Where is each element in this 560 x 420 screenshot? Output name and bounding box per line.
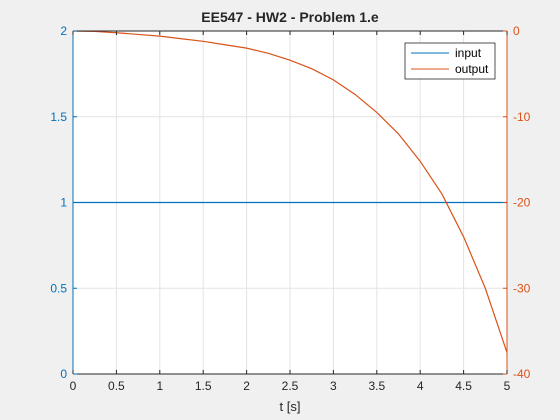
legend: input output [404, 42, 496, 80]
y-left-tick-label: 2 [60, 24, 67, 38]
x-tick-label: 0 [70, 379, 77, 393]
y-axis-left-ticks: 0 0.5 1 1.5 2 [50, 24, 77, 381]
y-right-tick-label: -20 [513, 196, 531, 210]
y-right-tick-label: 0 [513, 24, 520, 38]
legend-box [404, 42, 496, 80]
chart-title: EE547 - HW2 - Problem 1.e [201, 9, 379, 25]
y-axis-right-ticks: -40 -30 -20 -10 0 [503, 24, 531, 381]
x-tick-label: 4 [417, 379, 424, 393]
y-left-tick-label: 1 [60, 196, 67, 210]
y-left-tick-label: 0.5 [50, 281, 67, 295]
legend-label-input: input [455, 46, 482, 60]
x-tick-label: 5 [504, 379, 511, 393]
x-tick-label: 2.5 [282, 379, 299, 393]
y-right-tick-label: -40 [513, 367, 531, 381]
series-layer [72, 30, 508, 353]
y-left-tick-label: 0 [60, 367, 67, 381]
x-tick-label: 3 [330, 379, 337, 393]
x-tick-label: 0.5 [108, 379, 125, 393]
y-right-tick-label: -10 [513, 110, 531, 124]
x-tick-label: 1 [156, 379, 163, 393]
y-left-tick-label: 1.5 [50, 110, 67, 124]
x-tick-label: 2 [243, 379, 250, 393]
legend-label-output: output [455, 62, 489, 76]
y-right-tick-label: -30 [513, 281, 531, 295]
x-axis-ticks: 0 0.5 1 1.5 2 2.5 3 3.5 4 4.5 5 [70, 31, 511, 393]
x-tick-label: 1.5 [195, 379, 212, 393]
x-axis-label: t [s] [280, 399, 301, 414]
x-tick-label: 4.5 [455, 379, 472, 393]
series-line-output [72, 30, 508, 353]
x-tick-label: 3.5 [368, 379, 385, 393]
